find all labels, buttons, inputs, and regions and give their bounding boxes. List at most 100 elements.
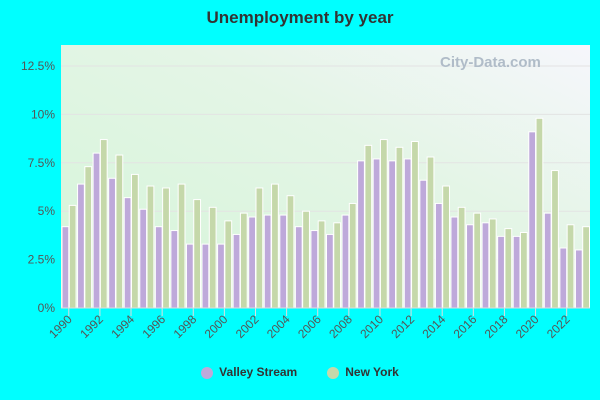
x-tick-label: 1992 [77,312,106,341]
bar-valley-stream-1999 [201,243,210,309]
bar-valley-stream-2004 [279,214,288,309]
bar-valley-stream-1990 [61,226,70,309]
bar-valley-stream-2001 [232,233,241,309]
bar-valley-stream-2003 [263,214,272,309]
x-tick-label: 2012 [388,312,417,341]
y-tick-label: 0% [38,301,56,315]
bar-valley-stream-2022 [559,247,568,309]
y-tick-label: 5% [38,204,56,218]
bar-new-york-2020 [535,117,544,309]
x-tick-label: 2008 [326,312,355,341]
bar-new-york-2000 [224,220,233,309]
bar-new-york-1999 [208,206,217,309]
x-tick-label: 2000 [202,312,231,341]
x-tick-label: 1990 [46,312,75,341]
x-tick-label: 1996 [139,312,168,341]
bar-new-york-2003 [271,183,279,309]
bar-new-york-2007 [333,222,342,309]
bar-valley-stream-2020 [528,131,537,309]
bar-valley-stream-1998 [185,243,194,309]
bar-new-york-2017 [488,218,497,309]
y-tick-label: 10% [31,107,55,121]
bar-new-york-2004 [286,195,295,309]
legend-swatch [201,366,214,379]
bar-new-york-1997 [177,183,186,309]
bar-valley-stream-2021 [543,212,552,309]
bar-valley-stream-2006 [310,230,319,309]
bar-valley-stream-1994 [123,197,132,309]
bar-new-york-2005 [302,210,310,309]
bar-valley-stream-1995 [139,208,148,309]
legend-item: New York [327,365,399,379]
bar-new-york-2010 [379,139,388,309]
legend-swatch [327,366,340,379]
x-tick-label: 2006 [295,312,324,341]
chart-title: Unemployment by year [206,8,394,27]
bar-valley-stream-2015 [450,216,459,309]
bar-new-york-2002 [255,187,264,309]
bar-valley-stream-2011 [388,160,397,309]
bar-valley-stream-2005 [294,226,303,309]
bar-valley-stream-1992 [92,152,101,309]
x-tick-label: 1994 [108,312,137,341]
bar-valley-stream-2007 [326,233,334,309]
bar-valley-stream-2017 [481,222,490,309]
bar-new-york-2012 [411,141,419,309]
bar-new-york-2001 [239,212,248,309]
bar-valley-stream-2019 [512,235,521,309]
bar-valley-stream-2009 [357,160,365,309]
bar-new-york-2023 [582,226,590,309]
bar-new-york-1991 [84,166,93,309]
y-tick-label: 7.5% [28,156,56,170]
y-tick-label: 2.5% [28,253,56,267]
bar-new-york-2013 [426,156,435,309]
x-tick-label: 2016 [451,312,480,341]
bar-valley-stream-2010 [372,158,381,309]
x-tick-label: 2014 [420,312,449,341]
bar-new-york-2009 [364,144,373,309]
bar-valley-stream-2000 [217,243,225,309]
bar-valley-stream-1997 [170,230,179,309]
bar-valley-stream-2018 [497,235,505,309]
bar-new-york-2015 [457,206,466,309]
bar-new-york-2018 [504,228,513,309]
bar-valley-stream-2008 [341,214,350,309]
watermark: City-Data.com [440,54,541,71]
bar-new-york-2022 [566,224,575,309]
bar-valley-stream-1991 [77,183,85,309]
legend-label: New York [345,365,399,379]
bar-new-york-2011 [395,146,404,309]
bar-valley-stream-2014 [434,202,443,309]
x-tick-label: 2004 [264,312,293,341]
bar-new-york-2019 [519,231,528,309]
bar-new-york-2016 [473,212,482,309]
bar-new-york-1992 [99,139,108,309]
bar-valley-stream-2016 [466,224,474,309]
y-tick-label: 12.5% [21,59,55,73]
x-tick-label: 2018 [482,312,511,341]
bar-new-york-1995 [146,185,155,309]
bar-new-york-2006 [317,220,326,309]
bar-valley-stream-2023 [574,249,583,309]
bar-new-york-2008 [348,202,357,309]
bar-valley-stream-2013 [419,179,428,309]
x-tick-label: 1998 [171,312,200,341]
legend-label: Valley Stream [219,365,298,379]
bar-valley-stream-1996 [154,226,163,309]
bar-new-york-2014 [442,185,450,309]
bar-new-york-1990 [68,204,77,309]
x-tick-label: 2020 [513,312,542,341]
legend: Valley Stream New York [0,365,600,379]
bar-new-york-1993 [115,154,124,309]
bar-new-york-1994 [131,173,139,309]
x-tick-label: 2010 [357,312,386,341]
bar-new-york-1996 [162,187,170,309]
bar-valley-stream-2002 [248,216,256,309]
bar-new-york-2021 [551,170,559,309]
legend-item: Valley Stream [201,365,297,379]
x-tick-label: 2022 [544,312,573,341]
bar-new-york-1998 [193,199,202,309]
x-tick-label: 2002 [233,312,262,341]
